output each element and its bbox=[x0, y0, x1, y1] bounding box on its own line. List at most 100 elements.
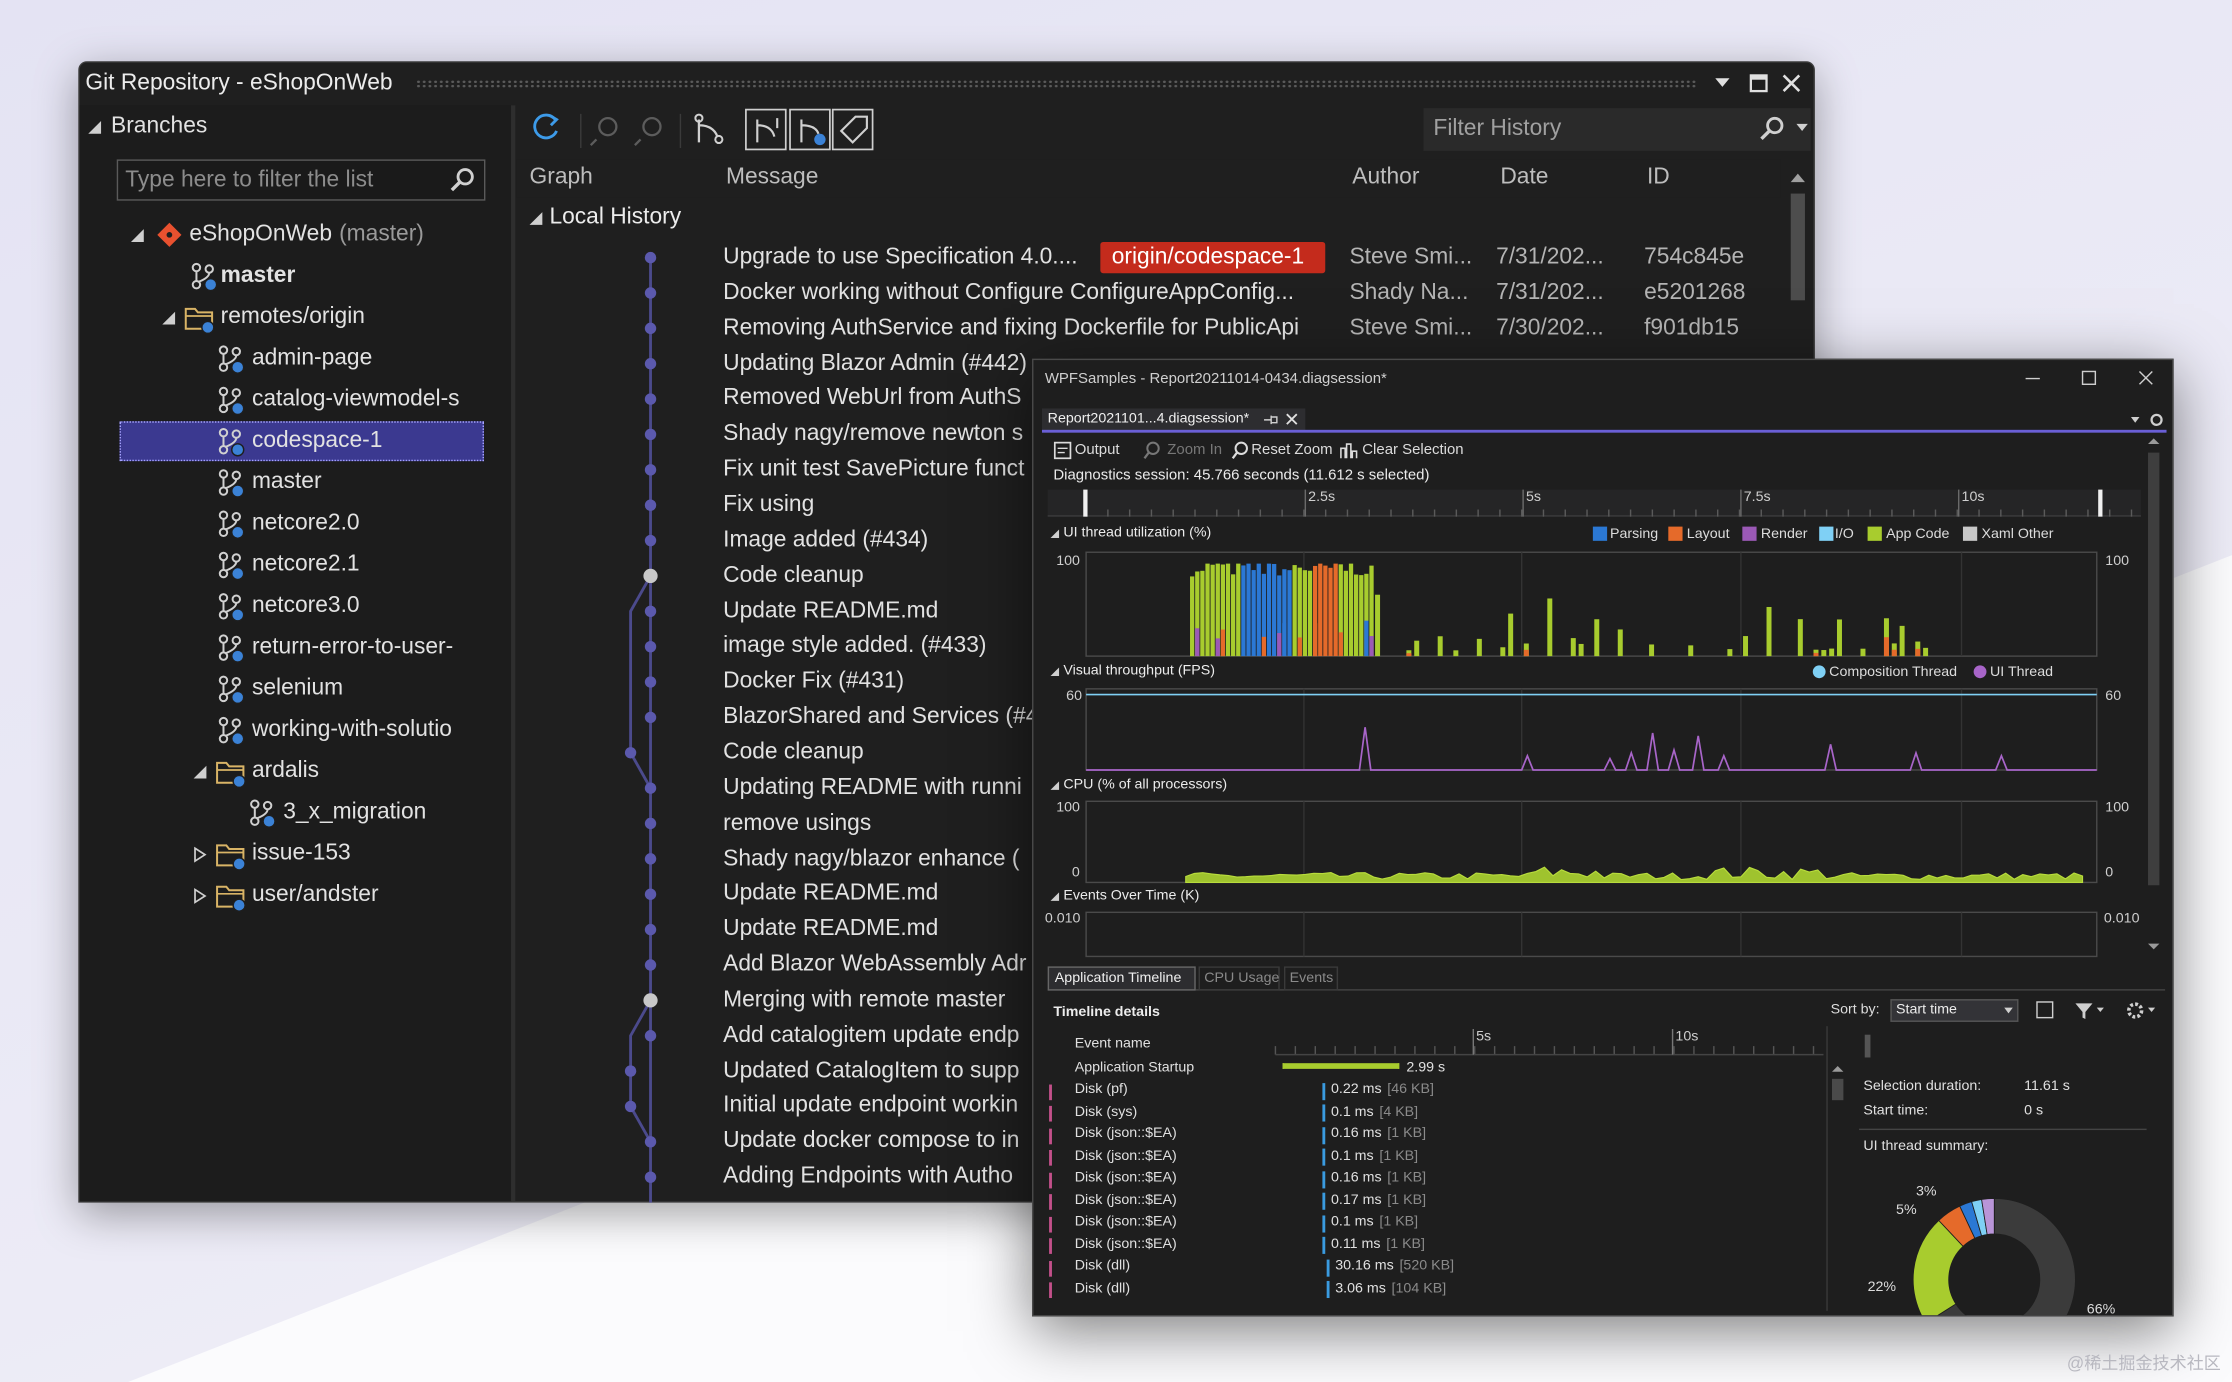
expander[interactable] bbox=[193, 845, 206, 862]
expander[interactable] bbox=[87, 120, 101, 134]
filter-dropdown[interactable] bbox=[1795, 122, 1809, 133]
history-filter-box[interactable] bbox=[1423, 108, 1811, 151]
column-header[interactable]: ID bbox=[1646, 165, 1670, 190]
axis-label: 60 bbox=[1066, 688, 1083, 705]
expander[interactable] bbox=[193, 887, 206, 904]
commit-message: image style added. (#433) bbox=[723, 633, 987, 659]
column-header[interactable]: Date bbox=[1500, 165, 1549, 190]
shape bbox=[216, 885, 245, 908]
scroll-thumb bbox=[1832, 1078, 1844, 1101]
branch-icon bbox=[250, 799, 276, 828]
shape bbox=[222, 395, 238, 407]
section-expander[interactable] bbox=[1050, 781, 1061, 791]
section-expander[interactable] bbox=[1050, 529, 1061, 539]
fps-chart bbox=[1085, 688, 2098, 771]
sort-label: Sort by: bbox=[1830, 1001, 1880, 1018]
details-controls[interactable] bbox=[2001, 999, 2158, 1022]
view-tab[interactable] bbox=[1283, 966, 1339, 991]
usage-bar-segment bbox=[1277, 633, 1282, 657]
refresh-button bbox=[533, 113, 558, 140]
commit-graph bbox=[624, 251, 658, 1203]
usage-bar-segment bbox=[1313, 623, 1318, 657]
usage-bar bbox=[1523, 643, 1529, 657]
usage-bar bbox=[1453, 650, 1459, 657]
branch-filter-box[interactable] bbox=[116, 159, 486, 201]
ruler-label: 7.5s bbox=[1743, 489, 1771, 505]
column-header[interactable]: Graph bbox=[529, 165, 593, 190]
event-size: [1 KB] bbox=[1379, 1148, 1419, 1164]
diag-scrollbar bbox=[2148, 438, 2160, 950]
shape bbox=[1973, 665, 1987, 679]
event-row[interactable] bbox=[1048, 1081, 1824, 1102]
view-tab[interactable] bbox=[1198, 966, 1280, 991]
branch-label-row: netcore2.1 bbox=[252, 551, 360, 579]
shape bbox=[216, 844, 245, 867]
tab-strip-controls[interactable] bbox=[2128, 411, 2165, 428]
expander[interactable] bbox=[130, 228, 144, 242]
column-header[interactable]: Author bbox=[1352, 165, 1420, 190]
shape bbox=[262, 814, 276, 828]
branch-icon bbox=[218, 469, 245, 498]
toolbar-button[interactable]: Reset Zoom bbox=[1251, 441, 1333, 459]
section-expander[interactable] bbox=[1050, 892, 1061, 902]
commit-node bbox=[644, 959, 657, 971]
usage-bar-segment bbox=[1261, 636, 1267, 657]
branch-label-row: issue-153 bbox=[252, 840, 351, 868]
usage-bar bbox=[1277, 575, 1282, 657]
ruler-major-tick bbox=[1522, 489, 1524, 517]
document-tab[interactable] bbox=[1041, 408, 1306, 432]
toolbar-icon[interactable] bbox=[1053, 441, 1072, 460]
commit-message: Code cleanup bbox=[723, 563, 864, 588]
expander[interactable] bbox=[192, 765, 206, 778]
tab-dropdown bbox=[2130, 417, 2140, 423]
expander[interactable] bbox=[161, 310, 175, 324]
search-icon[interactable] bbox=[450, 167, 476, 193]
view-tab[interactable] bbox=[1047, 966, 1196, 991]
shape bbox=[231, 360, 245, 374]
graph-button bbox=[789, 108, 831, 151]
event-duration: 30.16 ms bbox=[1335, 1258, 1394, 1275]
branch-label-row: master bbox=[252, 468, 322, 496]
cpu-chart bbox=[1085, 800, 2098, 884]
tab-buttons[interactable] bbox=[1261, 411, 1301, 428]
window-controls[interactable] bbox=[1708, 71, 1808, 97]
view-tab-label: CPU Usage bbox=[1204, 970, 1280, 987]
shape bbox=[222, 518, 238, 531]
toolbar-icon[interactable] bbox=[1339, 441, 1358, 460]
commit-node bbox=[644, 1030, 657, 1042]
shape bbox=[1146, 441, 1160, 456]
branch-row[interactable] bbox=[120, 256, 484, 296]
sort-value: Start time bbox=[1896, 1001, 1957, 1018]
section-expander[interactable] bbox=[1050, 667, 1061, 678]
shape bbox=[191, 262, 202, 273]
event-duration-row: 2.99 s bbox=[1406, 1060, 1445, 1078]
toolbar-icon[interactable] bbox=[1143, 441, 1162, 460]
commit-node bbox=[644, 853, 657, 865]
diag-window-controls[interactable] bbox=[2023, 369, 2158, 389]
event-row[interactable] bbox=[1048, 1103, 1824, 1124]
branch-label-row: ardalis bbox=[252, 757, 319, 785]
branch-row[interactable] bbox=[119, 421, 484, 462]
commit-node bbox=[644, 817, 657, 830]
shape bbox=[250, 799, 260, 809]
shape bbox=[222, 642, 238, 655]
toolbar-button[interactable]: Zoom In bbox=[1167, 441, 1223, 459]
sort-dropdown[interactable] bbox=[1890, 999, 2019, 1022]
usage-bar bbox=[1437, 636, 1443, 657]
event-marker bbox=[1049, 1282, 1052, 1299]
usage-bar bbox=[1547, 598, 1553, 657]
toolbar-icon[interactable] bbox=[1231, 441, 1250, 460]
branch-label: codespace-1 bbox=[251, 428, 383, 453]
commit-node bbox=[644, 534, 657, 547]
legend-swatch bbox=[1668, 526, 1683, 541]
maximize-bar bbox=[1750, 75, 1767, 80]
expander[interactable] bbox=[528, 211, 542, 225]
column-header[interactable]: Message bbox=[725, 165, 819, 190]
search-icon[interactable] bbox=[1759, 115, 1785, 141]
folder-icon bbox=[216, 761, 246, 789]
branch-icon bbox=[218, 427, 245, 457]
history-filter-placeholder: Filter History bbox=[1433, 116, 1562, 142]
usage-bar bbox=[1282, 569, 1287, 657]
toolbar-button[interactable]: Output bbox=[1074, 441, 1120, 459]
toolbar-button[interactable]: Clear Selection bbox=[1362, 441, 1464, 459]
